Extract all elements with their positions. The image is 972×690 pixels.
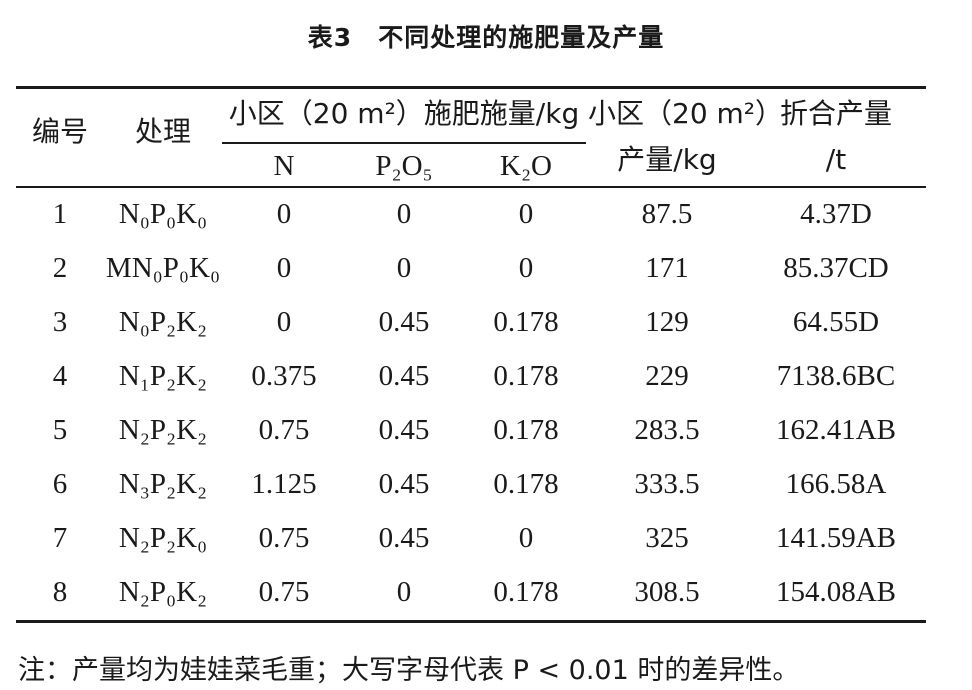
cell-p2o5: 0: [396, 576, 412, 608]
cell-k2o: 0.178: [493, 576, 559, 608]
header-p2o5: P₂O₅: [375, 150, 433, 182]
cell-p2o5: 0: [396, 252, 412, 284]
cell-no: 2: [52, 252, 68, 284]
cell-treatment: N₂P₂K₂: [118, 414, 208, 446]
bottom-rule: [16, 620, 926, 623]
cell-yield: 4.37D: [800, 198, 872, 230]
cell-k2o: 0.178: [493, 414, 559, 446]
cell-p2o5: 0.45: [378, 468, 430, 500]
header-treatment: 处理: [134, 115, 191, 148]
cell-n: 0: [276, 252, 292, 284]
cell-yield: 64.55D: [792, 306, 880, 338]
table-title: 表3 不同处理的施肥量及产量: [307, 23, 665, 52]
cell-no: 4: [52, 360, 68, 392]
cell-no: 6: [52, 468, 68, 500]
cell-k2o: 0.178: [493, 360, 559, 392]
header-no: 编号: [31, 115, 88, 148]
cell-k2o: 0: [518, 252, 534, 284]
cell-plot-yield: 325: [645, 522, 689, 554]
top-rule: [16, 86, 926, 89]
cell-plot-yield: 333.5: [634, 468, 700, 500]
cell-plot-yield: 129: [645, 306, 689, 338]
header-plot-yield-1: 小区（20 m²）: [588, 97, 784, 130]
table-row: 4 N₁P₂K₂ 0.375 0.45 0.178 229 7138.6BC: [0, 350, 972, 404]
cell-yield: 141.59AB: [775, 522, 897, 554]
cell-treatment: N₁P₂K₂: [118, 360, 208, 392]
table-row: 8 N₂P₀K₂ 0.75 0 0.178 308.5 154.08AB: [0, 566, 972, 620]
table-row: 7 N₂P₂K₀ 0.75 0.45 0 325 141.59AB: [0, 512, 972, 566]
cell-yield: 162.41AB: [775, 414, 897, 446]
cell-p2o5: 0.45: [378, 414, 430, 446]
cell-treatment: N₂P₀K₂: [118, 576, 208, 608]
cell-yield: 85.37CD: [783, 252, 889, 284]
table-row: 5 N₂P₂K₂ 0.75 0.45 0.178 283.5 162.41AB: [0, 404, 972, 458]
cell-no: 8: [52, 576, 68, 608]
cell-n: 0.75: [258, 576, 310, 608]
cell-yield: 7138.6BC: [776, 360, 896, 392]
cell-k2o: 0.178: [493, 468, 559, 500]
cell-k2o: 0: [518, 522, 534, 554]
cell-n: 0.75: [258, 522, 310, 554]
cell-yield: 166.58A: [785, 468, 887, 500]
table-row: 2 MN₀P₀K₀ 0 0 0 171 85.37CD: [0, 242, 972, 296]
cell-yield: 154.08AB: [775, 576, 897, 608]
cell-k2o: 0: [518, 198, 534, 230]
cell-treatment: N₂P₂K₀: [118, 522, 208, 554]
header-k2o: K₂O: [500, 150, 552, 182]
table-row: 6 N₃P₂K₂ 1.125 0.45 0.178 333.5 166.58A: [0, 458, 972, 512]
cell-n: 0: [276, 306, 292, 338]
cell-p2o5: 0: [396, 198, 412, 230]
header-yield-1: 折合产量: [779, 97, 892, 130]
cell-p2o5: 0.45: [378, 360, 430, 392]
cell-plot-yield: 87.5: [641, 198, 693, 230]
cell-treatment: N₃P₂K₂: [118, 468, 208, 500]
table-note: 注：产量均为娃娃菜毛重；大写字母代表 P < 0.01 时的差异性。: [18, 655, 800, 686]
cell-no: 1: [52, 198, 68, 230]
cell-plot-yield: 171: [645, 252, 689, 284]
cell-treatment: N₀P₀K₀: [118, 198, 208, 230]
header-plot-yield-2: 产量/kg: [617, 143, 717, 176]
header-yield-2: /t: [825, 143, 847, 176]
cell-plot-yield: 229: [645, 360, 689, 392]
cell-treatment: N₀P₂K₂: [118, 306, 208, 338]
cell-n: 0: [276, 198, 292, 230]
cell-no: 7: [52, 522, 68, 554]
header-subrule: [222, 142, 586, 144]
table-row: 3 N₀P₂K₂ 0 0.45 0.178 129 64.55D: [0, 296, 972, 350]
cell-n: 0.375: [251, 360, 317, 392]
cell-k2o: 0.178: [493, 306, 559, 338]
cell-no: 3: [52, 306, 68, 338]
cell-no: 5: [52, 414, 68, 446]
cell-plot-yield: 283.5: [634, 414, 700, 446]
cell-n: 1.125: [251, 468, 317, 500]
cell-p2o5: 0.45: [378, 306, 430, 338]
header-n: N: [273, 150, 295, 182]
table-row: 1 N₀P₀K₀ 0 0 0 87.5 4.37D: [0, 188, 972, 242]
cell-p2o5: 0.45: [378, 522, 430, 554]
cell-n: 0.75: [258, 414, 310, 446]
header-rule: [16, 186, 926, 188]
cell-plot-yield: 308.5: [634, 576, 700, 608]
cell-treatment: MN₀P₀K₀: [105, 252, 221, 284]
header-fert-group: 小区（20 m²）施肥施量/kg: [228, 97, 580, 130]
